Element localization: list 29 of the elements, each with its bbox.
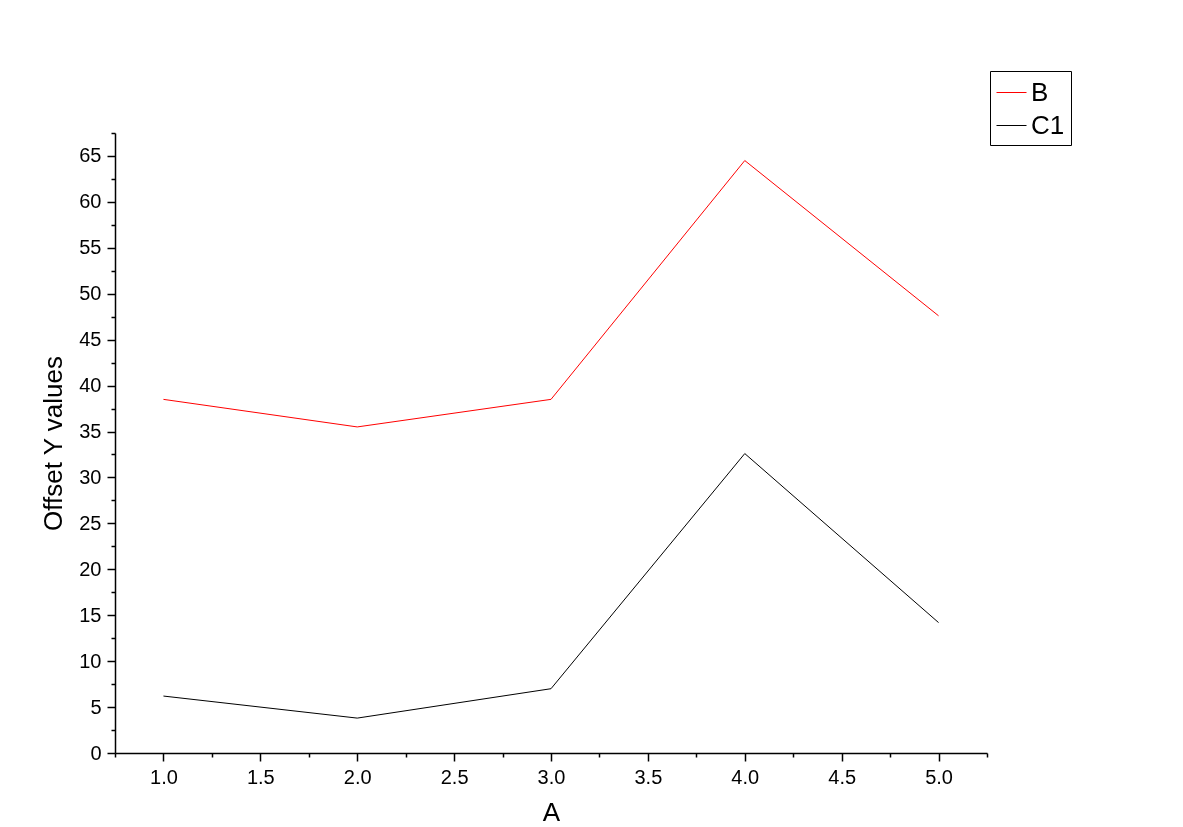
y-tick-label: 25 xyxy=(79,511,102,534)
y-tick-label: 65 xyxy=(79,144,102,167)
y-tick-label: 60 xyxy=(79,190,102,213)
x-tick-label: 1.0 xyxy=(150,765,178,788)
x-axis-title: A xyxy=(542,796,561,827)
y-tick-label: 30 xyxy=(79,465,102,488)
x-tick-label: 5.0 xyxy=(925,765,953,788)
legend-label: B xyxy=(1031,76,1049,107)
legend-label: C1 xyxy=(1031,109,1065,140)
x-tick-label: 3.5 xyxy=(634,765,663,788)
x-tick-label: 2.0 xyxy=(343,765,372,788)
y-tick-label: 40 xyxy=(79,374,102,397)
y-tick-label: 45 xyxy=(79,328,102,351)
y-tick-label: 0 xyxy=(90,741,102,764)
y-tick-label: 50 xyxy=(79,282,102,305)
y-tick-label: 5 xyxy=(90,695,102,718)
x-tick-label: 2.5 xyxy=(440,765,469,788)
y-axis-title: Offset Y values xyxy=(38,356,69,531)
y-tick-label: 15 xyxy=(79,603,102,626)
x-tick-label: 3.0 xyxy=(537,765,566,788)
x-tick-label: 1.5 xyxy=(246,765,275,788)
y-tick-label: 10 xyxy=(79,649,102,672)
x-tick-label: 4.5 xyxy=(828,765,857,788)
line-series xyxy=(162,453,940,719)
y-tick-label: 35 xyxy=(79,420,102,443)
line-series xyxy=(162,160,940,428)
y-tick-label: 55 xyxy=(79,236,102,259)
x-tick-label: 4.0 xyxy=(731,765,760,788)
y-tick-label: 20 xyxy=(79,557,102,580)
